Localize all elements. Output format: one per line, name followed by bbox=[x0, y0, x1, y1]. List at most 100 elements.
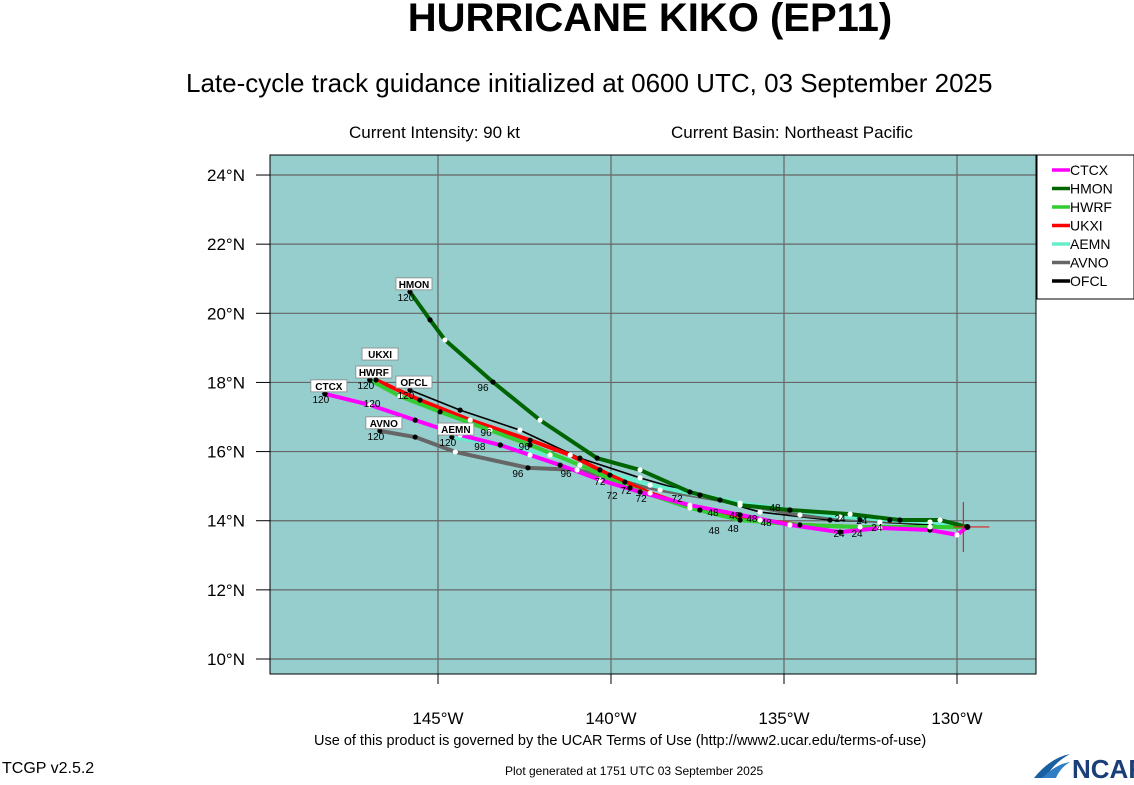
track-end-name: HMON bbox=[399, 280, 430, 291]
generated-timestamp: Plot generated at 1751 UTC 03 September … bbox=[505, 764, 764, 778]
y-tick-label: 14°N bbox=[207, 512, 245, 531]
track-point-hwrf bbox=[627, 485, 633, 491]
forecast-hour-label: 48 bbox=[729, 511, 741, 522]
track-point-ukxi bbox=[857, 524, 863, 530]
x-tick-label: 140°W bbox=[585, 709, 636, 728]
track-point-ukxi bbox=[607, 472, 613, 478]
forecast-hour-label-group: 72 bbox=[636, 494, 648, 505]
map-frame bbox=[269, 154, 1037, 675]
forecast-hour-label-group: 48 bbox=[761, 518, 773, 529]
forecast-hour-label: 48 bbox=[761, 518, 773, 529]
forecast-hour-label-group: 24 bbox=[856, 516, 868, 527]
forecast-hour-label: 72 bbox=[636, 494, 648, 505]
track-point-hmon bbox=[537, 417, 543, 423]
track-point-aemn bbox=[497, 442, 503, 448]
track-end-label-ukxi: UKXI bbox=[361, 347, 399, 361]
track-end-name: OFCL bbox=[400, 378, 427, 389]
forecast-hour-label-group: 48 bbox=[729, 511, 741, 522]
track-end-hour: 120 bbox=[357, 381, 374, 392]
forecast-hour-label-group: 96 bbox=[477, 383, 489, 394]
forecast-hour-label-group: 48 bbox=[728, 524, 740, 535]
legend-label-ctcx: CTCX bbox=[1070, 162, 1109, 178]
track-end-name: HWRF bbox=[359, 368, 389, 379]
track-point-hmon bbox=[427, 317, 433, 323]
track-end-point bbox=[449, 434, 455, 440]
track-point-hmon bbox=[937, 517, 943, 523]
track-end-hour: 120 bbox=[313, 395, 330, 406]
track-point-hwrf bbox=[527, 442, 533, 448]
track-point-ctcx bbox=[737, 512, 743, 518]
track-point-ofcl bbox=[637, 475, 643, 481]
forecast-hour-label-group: 96 bbox=[560, 469, 572, 480]
track-point-hmon bbox=[897, 517, 903, 523]
track-end-hour-group: 120 bbox=[398, 391, 415, 402]
track-point-avno bbox=[452, 449, 458, 455]
ncar-logo-text: NCAR bbox=[1072, 754, 1134, 780]
track-end-point bbox=[377, 428, 383, 434]
track-point-avno bbox=[525, 465, 531, 471]
forecast-hour-label-group: 48 bbox=[746, 514, 758, 525]
track-end-point bbox=[367, 377, 373, 383]
forecast-hour-label: 96 bbox=[477, 383, 489, 394]
track-point-ukxi bbox=[797, 522, 803, 528]
forecast-hour-label-group: 96 bbox=[519, 442, 531, 453]
forecast-hour-label-group: 72 bbox=[620, 486, 632, 497]
track-point-ofcl bbox=[517, 427, 523, 433]
legend-label-hmon: HMON bbox=[1070, 181, 1113, 197]
forecast-hour-label: 24 bbox=[833, 529, 845, 540]
track-point-aemn bbox=[647, 482, 653, 488]
legend-label-ofcl: OFCL bbox=[1070, 273, 1108, 289]
track-point-hwrf bbox=[397, 393, 403, 399]
track-point-ctcx bbox=[557, 462, 563, 468]
track-end-name: AEMN bbox=[441, 425, 470, 436]
track-end-box bbox=[395, 375, 433, 389]
track-point-aemn bbox=[837, 514, 843, 520]
page-title: HURRICANE KIKO (EP11) bbox=[407, 0, 893, 40]
forecast-hour-label-group: 48 bbox=[709, 526, 721, 537]
track-point-hmon bbox=[847, 511, 853, 517]
forecast-hour-label: 98 bbox=[474, 442, 486, 453]
track-point-ofcl bbox=[757, 509, 763, 515]
forecast-hour-label: 24 bbox=[851, 529, 863, 540]
legend: CTCX HMON HWRF UKXI AEMN AVNO OFCL bbox=[1036, 154, 1134, 300]
track-point-avno bbox=[657, 487, 663, 493]
track-point-avno bbox=[412, 434, 418, 440]
track-end-label-avno: AVNO bbox=[365, 416, 403, 430]
track-point-ofcl bbox=[457, 407, 463, 413]
track-point-aemn bbox=[597, 467, 603, 473]
track-end-hour: 120 bbox=[439, 438, 456, 449]
track-point-ctcx bbox=[837, 529, 843, 535]
track-point-ofcl bbox=[577, 455, 583, 461]
track-point-hmon bbox=[490, 379, 496, 385]
track-point-ukxi bbox=[757, 517, 763, 523]
track-point-avno bbox=[857, 517, 863, 523]
track-point-ukxi bbox=[697, 507, 703, 513]
track-point-hmon bbox=[442, 337, 448, 343]
forecast-hour-label: 96 bbox=[481, 428, 493, 439]
terms-of-use: Use of this product is governed by the U… bbox=[314, 733, 927, 749]
y-tick-label: 10°N bbox=[207, 650, 245, 669]
forecast-hour-label-group: 96 bbox=[512, 469, 524, 480]
current-intensity: Current Intensity: 90 kt bbox=[349, 123, 521, 142]
forecast-hour-label-group: 72 bbox=[594, 477, 606, 488]
track-point-ctcx bbox=[877, 525, 883, 531]
track-end-label-hwrf: HWRF bbox=[355, 365, 393, 379]
track-point-ukxi bbox=[417, 397, 423, 403]
track-end-hour: 120 bbox=[398, 293, 415, 304]
track-end-point bbox=[407, 289, 413, 295]
forecast-hour-label: 48 bbox=[728, 524, 740, 535]
forecast-hour-label-group: 24 bbox=[834, 514, 846, 525]
track-end-hour: 120 bbox=[398, 391, 415, 402]
track-point-ctcx bbox=[367, 402, 373, 408]
forecast-hour-label: 48 bbox=[709, 526, 721, 537]
track-point-avno bbox=[622, 479, 628, 485]
track-point-avno bbox=[797, 512, 803, 518]
forecast-hour-label-group: 96 bbox=[481, 428, 493, 439]
ncar-logo: NCAR bbox=[1030, 750, 1134, 784]
track-end-box bbox=[355, 365, 393, 379]
forecast-hour-label: 48 bbox=[708, 508, 720, 519]
track-end-label-hmon: HMON bbox=[395, 277, 433, 291]
track-point-aemn bbox=[737, 500, 743, 506]
forecast-hour-label: 24 bbox=[871, 523, 883, 534]
